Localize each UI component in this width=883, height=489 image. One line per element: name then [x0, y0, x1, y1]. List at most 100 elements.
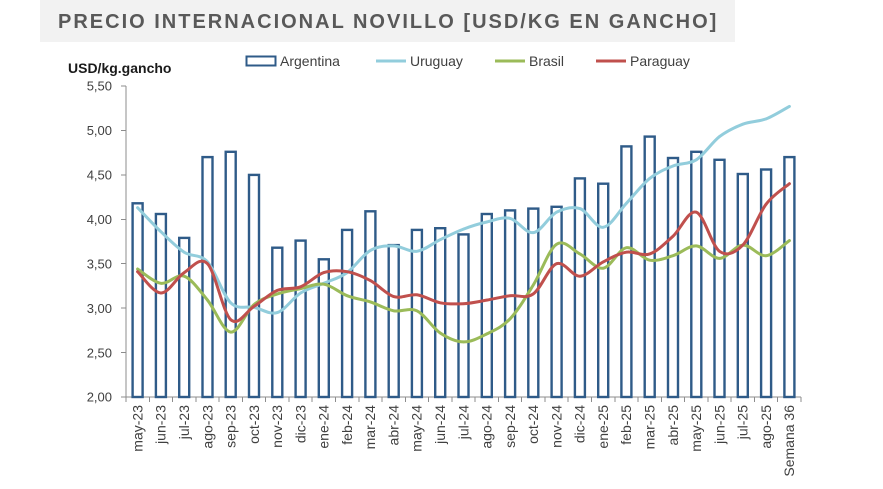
bar-argentina-ago-24: [480, 212, 493, 399]
x-tick-label: mar-24: [362, 405, 378, 450]
x-tick-label: ago-24: [479, 405, 495, 449]
point-brasil-jul-24: [462, 340, 465, 344]
legend-label-paraguay: Paraguay: [630, 53, 690, 69]
x-tick-label: abr-25: [665, 405, 681, 446]
point-paraguay-dic-23: [299, 285, 302, 289]
point-paraguay-jun-24: [438, 301, 442, 305]
chart-title: PRECIO INTERNACIONAL NOVILLO [USD/KG EN …: [58, 11, 718, 33]
point-paraguay-ene-25: [601, 260, 605, 264]
bar-argentina-abr-25: [666, 156, 680, 399]
point-paraguay-oct-23: [252, 305, 256, 308]
point-paraguay-oct-24: [532, 292, 535, 296]
bar-argentina-mar-25: [643, 135, 656, 399]
bar-argentina-sep-23: [224, 150, 237, 399]
bar-argentina-nov-24: [550, 205, 563, 399]
point-uruguay-jul-24: [462, 227, 465, 231]
axes: [121, 85, 802, 402]
point-brasil-jun-25: [718, 257, 721, 260]
point-paraguay-semana-36: [788, 182, 791, 185]
x-tick-label: jul-23: [176, 405, 192, 440]
bar-argentina-jul-23: [177, 236, 191, 399]
bar-argentina-feb-24: [340, 228, 354, 399]
line-series: [136, 104, 791, 344]
point-brasil-ene-25: [601, 266, 605, 270]
legend-label-brasil: Brasil: [529, 53, 564, 69]
point-uruguay-nov-24: [555, 210, 558, 214]
point-paraguay-dic-24: [578, 274, 582, 278]
bar-argentina-oct-24: [527, 207, 540, 399]
x-tick-label: oct-23: [246, 405, 262, 444]
y-tick-label: 5,50: [87, 79, 112, 94]
point-paraguay-jun-23: [159, 291, 163, 295]
point-brasil-mar-25: [648, 258, 651, 262]
x-tick-label: oct-24: [525, 405, 541, 444]
point-uruguay-mar-25: [648, 177, 651, 180]
point-paraguay-abr-25: [671, 234, 675, 238]
bar-argentina-sep-24: [503, 209, 517, 399]
point-paraguay-mar-24: [369, 279, 372, 282]
point-uruguay-abr-25: [671, 164, 675, 168]
x-tick-label: jul-24: [455, 405, 471, 440]
point-uruguay-jun-23: [159, 230, 163, 233]
point-paraguay-jul-23: [182, 271, 186, 274]
x-tick-label: ago-23: [199, 405, 215, 449]
bar-argentina-jul-24: [457, 233, 470, 399]
x-tick-label: nov-23: [269, 405, 285, 448]
point-paraguay-sep-24: [508, 294, 512, 298]
point-brasil-nov-23: [276, 292, 279, 296]
bar-argentina-ago-25: [759, 168, 773, 399]
point-paraguay-jul-24: [462, 302, 465, 306]
bar-argentina-jun-24: [434, 226, 447, 399]
point-brasil-semana-36: [788, 239, 791, 242]
bar-argentina-jun-23: [154, 212, 168, 399]
point-paraguay-feb-25: [625, 250, 628, 254]
x-tick-label: may-25: [688, 405, 704, 452]
point-brasil-ene-24: [322, 282, 326, 286]
y-tick-label: 3,50: [87, 256, 112, 271]
bar-argentina-feb-25: [620, 145, 633, 399]
bar-argentina-dic-23: [294, 239, 307, 399]
y-tick-label: 3,00: [87, 301, 112, 316]
point-paraguay-mar-25: [648, 252, 651, 256]
point-uruguay-feb-25: [625, 202, 628, 205]
x-tick-label: jun-23: [153, 405, 169, 445]
bar-argentina-dic-24: [573, 177, 587, 399]
point-paraguay-sep-23: [229, 318, 232, 322]
legend-item-brasil: Brasil: [495, 53, 564, 69]
point-uruguay-abr-24: [392, 244, 396, 248]
point-brasil-feb-25: [625, 246, 628, 249]
point-brasil-jun-23: [159, 282, 163, 285]
bar-series: [131, 135, 796, 399]
point-uruguay-jul-23: [182, 250, 186, 254]
point-brasil-ago-24: [485, 332, 489, 336]
point-uruguay-oct-24: [532, 231, 535, 234]
point-paraguay-jun-25: [718, 250, 721, 253]
y-axis-title: USD/kg.gancho: [68, 60, 171, 76]
bar-argentina-ago-23: [201, 155, 214, 399]
x-tick-label: ene-24: [316, 405, 332, 449]
point-paraguay-abr-24: [392, 295, 396, 298]
point-brasil-abr-25: [671, 254, 675, 257]
x-tick-label: feb-25: [618, 405, 634, 445]
point-uruguay-ago-25: [764, 117, 768, 121]
x-tick-label: jun-24: [432, 405, 448, 445]
point-brasil-abr-24: [392, 309, 396, 313]
x-tick-label: ene-25: [595, 405, 611, 449]
x-tick-label: ago-25: [758, 405, 774, 449]
bar-argentina-may-23: [131, 202, 144, 399]
legend-item-uruguay: Uruguay: [376, 53, 463, 69]
title-background: [40, 0, 735, 42]
point-brasil-ago-25: [764, 254, 768, 257]
y-tick-label: 5,00: [87, 123, 112, 138]
y-tick-labels: 2,00 2,50 3,00 3,50 4,00 4,50 5,00 5,50: [87, 79, 112, 405]
x-tick-label: sep-24: [502, 405, 518, 448]
point-paraguay-may-25: [695, 210, 698, 214]
point-paraguay-nov-24: [555, 262, 558, 266]
point-brasil-jul-23: [182, 274, 186, 278]
x-tick-label: jun-25: [711, 405, 727, 445]
x-tick-label: jul-25: [735, 405, 751, 440]
x-tick-label: dic-23: [292, 405, 308, 443]
bar-argentina-jun-25: [713, 158, 726, 399]
y-tick-label: 2,00: [87, 390, 112, 405]
